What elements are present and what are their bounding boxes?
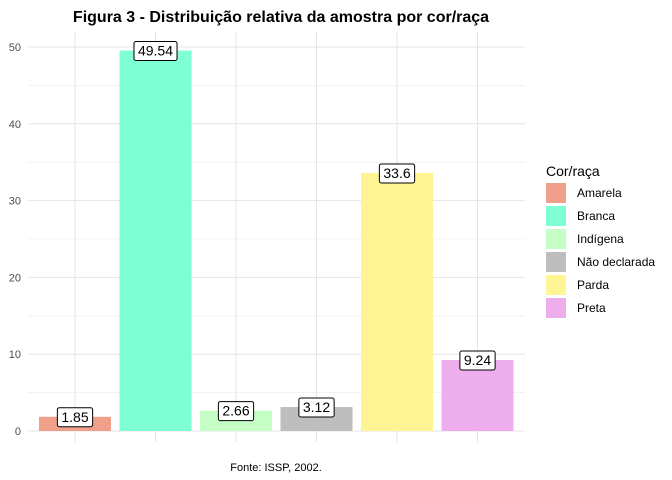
chart-caption: Fonte: ISSP, 2002. xyxy=(230,462,322,474)
y-tick-label: 0 xyxy=(15,426,21,438)
y-tick-label: 30 xyxy=(9,196,21,208)
data-label-text: 3.12 xyxy=(303,399,330,415)
data-label: 9.24 xyxy=(459,350,496,371)
data-label-text: 1.85 xyxy=(61,409,88,425)
data-label-text: 49.54 xyxy=(138,43,173,59)
data-label-box xyxy=(298,397,335,418)
legend-label: Amarela xyxy=(577,186,622,200)
legend-label: Indígena xyxy=(577,232,624,246)
bar-branca xyxy=(119,50,192,431)
legend-key xyxy=(546,275,566,295)
data-label-text: 2.66 xyxy=(222,403,249,419)
data-label-box xyxy=(459,350,496,371)
data-label: 49.54 xyxy=(133,41,178,62)
legend-key xyxy=(546,183,566,203)
data-label-box xyxy=(56,407,94,428)
chart-title: Figura 3 - Distribuição relativa da amos… xyxy=(73,9,489,26)
legend-label: Preta xyxy=(577,301,606,315)
data-label-box xyxy=(378,163,416,184)
data-label-box xyxy=(217,401,255,422)
data-label: 2.66 xyxy=(217,401,255,422)
bar-parda xyxy=(361,172,433,431)
legend: Cor/raça Amarela Branca Indígena Não declar… xyxy=(546,163,655,318)
legend-label: Branca xyxy=(577,209,615,223)
data-label-text: 33.6 xyxy=(383,165,410,181)
data-label-box xyxy=(133,41,178,62)
y-tick-label: 50 xyxy=(9,42,21,54)
legend-key xyxy=(546,252,566,272)
bar-preta xyxy=(441,360,514,431)
legend-key xyxy=(546,298,566,318)
legend-label: Não declarada xyxy=(577,255,655,269)
legend-key xyxy=(546,206,566,226)
legend-title: Cor/raça xyxy=(546,163,600,179)
data-label-text: 9.24 xyxy=(464,352,491,368)
y-tick-label: 40 xyxy=(9,119,21,131)
bars xyxy=(39,50,514,431)
data-label: 3.12 xyxy=(298,397,335,418)
data-label: 33.6 xyxy=(378,163,416,184)
legend-key xyxy=(546,229,566,249)
legend-label: Parda xyxy=(577,278,609,292)
data-label: 1.85 xyxy=(56,407,94,428)
y-tick-label: 20 xyxy=(9,272,21,284)
data-labels: 1.85 49.54 2.66 3.12 33.6 9.24 xyxy=(56,41,496,428)
y-tick-label: 10 xyxy=(9,349,21,361)
y-axis-ticks: 0 10 20 30 40 50 xyxy=(9,42,21,438)
